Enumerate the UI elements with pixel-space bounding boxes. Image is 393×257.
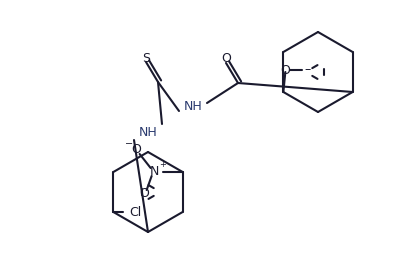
Text: +: + [159, 161, 166, 170]
Text: O: O [140, 188, 150, 200]
Text: N: N [150, 166, 159, 179]
Text: −: − [125, 139, 133, 149]
Text: S: S [142, 51, 150, 65]
Text: O: O [281, 63, 290, 77]
Text: Cl: Cl [129, 206, 141, 218]
Text: NH: NH [139, 125, 157, 139]
Text: O: O [221, 52, 231, 66]
Text: –: – [304, 63, 310, 77]
Text: NH: NH [184, 100, 202, 114]
Text: O: O [132, 143, 141, 157]
